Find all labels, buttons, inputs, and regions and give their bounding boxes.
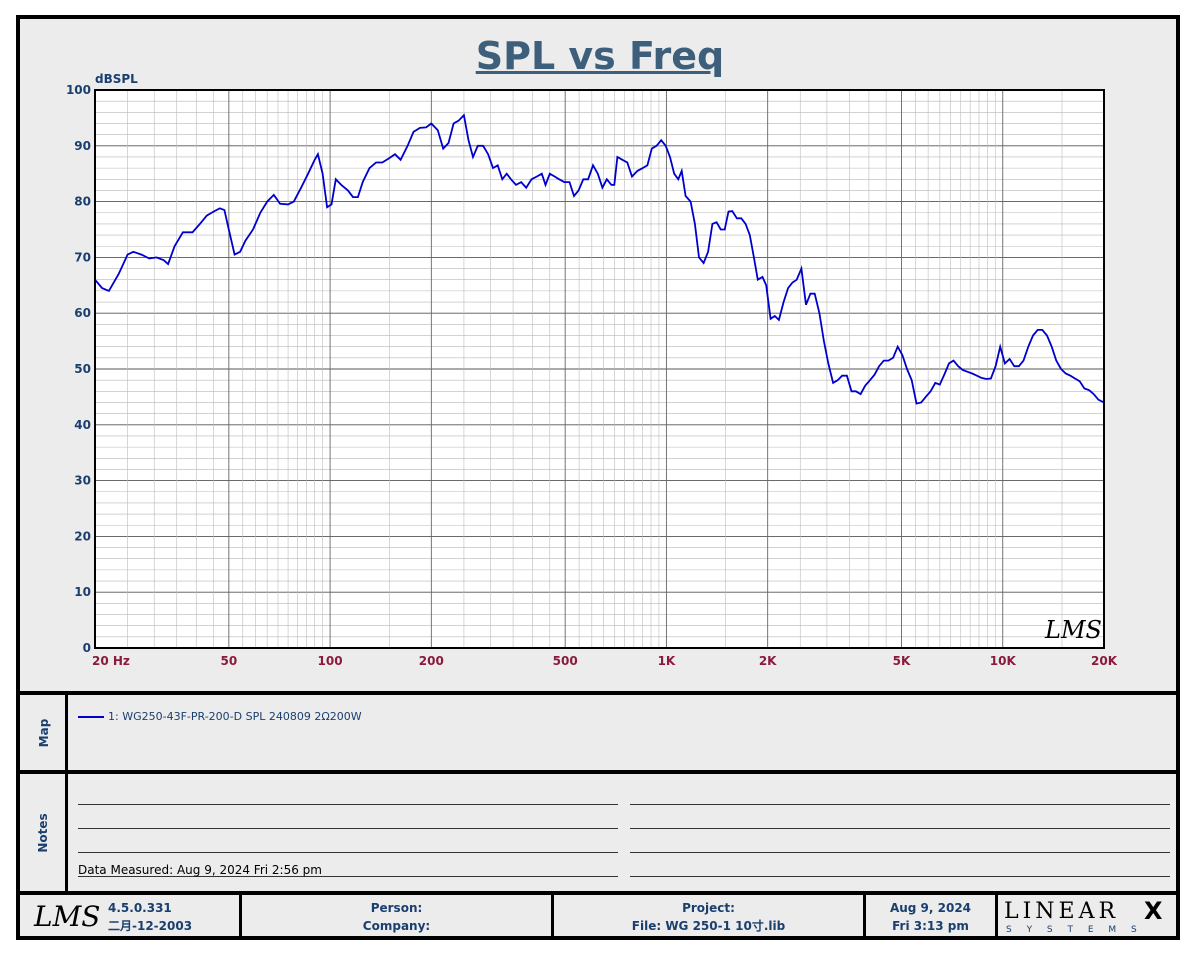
date-cell: Aug 9, 2024 Fri 3:13 pm	[866, 899, 995, 939]
y-tick-label: 70	[74, 250, 91, 264]
x-tick-label: 500	[553, 654, 578, 668]
note-line	[78, 804, 618, 805]
y-tick-label: 80	[74, 195, 91, 209]
footer-divider	[239, 895, 242, 940]
x-tick-label: 1K	[658, 654, 676, 668]
divider-map	[16, 691, 1180, 695]
footer-time: Fri 3:13 pm	[892, 919, 969, 933]
person-cell: Person: Company:	[242, 899, 551, 939]
y-tick-label: 100	[66, 83, 91, 97]
footer-divider	[995, 895, 998, 940]
y-tick-label: 10	[74, 585, 91, 599]
divider-notes	[16, 770, 1180, 774]
note-line	[78, 852, 618, 853]
footer-divider	[863, 895, 866, 940]
x-axis-tick-labels: 20 Hz 50 100 200 500 1K 2K 5K 10K 20K	[92, 654, 1118, 668]
footer-date: Aug 9, 2024	[889, 901, 972, 915]
x-tick-label: 50	[220, 654, 237, 668]
y-tick-label: 50	[74, 362, 91, 376]
linearx-x: X	[1144, 897, 1163, 925]
note-line	[630, 804, 1170, 805]
legend-swatch	[78, 716, 104, 718]
note-line	[78, 876, 618, 877]
x-tick-label: 20 Hz	[92, 654, 130, 668]
version-number: 4.5.0.331	[108, 901, 172, 915]
x-tick-label: 200	[419, 654, 444, 668]
note-line	[78, 828, 618, 829]
project-cell: Project: File: WG 250-1 10寸.lib	[554, 899, 863, 939]
x-tick-label: 100	[318, 654, 343, 668]
y-axis-label: dBSPL	[95, 72, 138, 86]
spl-series-line	[94, 113, 1105, 405]
x-tick-label: 2K	[759, 654, 777, 668]
y-tick-label: 20	[74, 529, 91, 543]
y-tick-label: 0	[83, 641, 91, 655]
version-info: 4.5.0.331 二月-12-2003	[108, 899, 228, 939]
footer-divider	[551, 895, 554, 940]
y-tick-label: 90	[74, 139, 91, 153]
divider-footer	[16, 891, 1180, 895]
map-label: Map	[37, 718, 51, 748]
legend-entry: 1: WG250-43F-PR-200-D SPL 240809 2Ω200W	[108, 710, 362, 723]
y-tick-label: 60	[74, 306, 91, 320]
note-line	[630, 876, 1170, 877]
lms-watermark: LMS	[1044, 616, 1102, 644]
person-label: Person:	[370, 901, 423, 915]
file-label: File: WG 250-1 10寸.lib	[631, 919, 786, 933]
note-line	[630, 828, 1170, 829]
y-tick-label: 30	[74, 474, 91, 488]
notes-label: Notes	[36, 813, 50, 853]
y-tick-label: 40	[74, 418, 91, 432]
x-tick-label: 5K	[893, 654, 911, 668]
note-line	[630, 852, 1170, 853]
linearx-sub: S Y S T E M S	[1006, 925, 1143, 935]
x-tick-label: 10K	[990, 654, 1017, 668]
chart-title: SPL vs Freq	[475, 34, 725, 78]
lms-footer-logo: LMS	[34, 900, 101, 933]
company-label: Company:	[362, 919, 431, 933]
project-label: Project:	[682, 901, 735, 915]
version-date: 二月-12-2003	[108, 919, 193, 933]
side-divider	[65, 695, 68, 891]
plot-border	[94, 89, 1105, 649]
data-measured-text: Data Measured: Aug 9, 2024 Fri 2:56 pm	[78, 863, 322, 877]
linearx-brand: LINEAR	[1004, 899, 1120, 924]
x-tick-label: 20K	[1091, 654, 1118, 668]
linearx-logo: LINEAR X S Y S T E M S	[1004, 897, 1174, 939]
y-axis-tick-labels: 0 10 20 30 40 50 60 70 80 90 100	[66, 83, 91, 655]
